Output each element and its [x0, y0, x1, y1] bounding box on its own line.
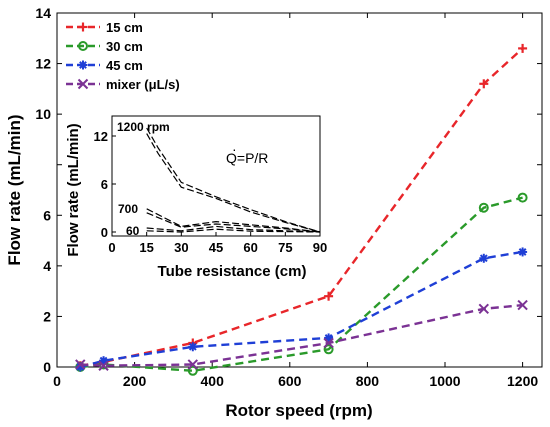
marker-star: [479, 254, 488, 263]
marker-star: [518, 248, 527, 256]
inset-x-ticks: 0 15 30 45 60 75 90: [108, 232, 327, 255]
inset-y-axis-label: Flow rate (mL/min): [65, 123, 82, 256]
inset-curve-2: [146, 133, 321, 233]
y-tick-label: 10: [35, 106, 51, 122]
inset-annotation-1200: 1200 rpm: [117, 120, 170, 134]
marker-x: [98, 360, 109, 371]
y-tick-label: 0: [43, 359, 51, 375]
inset-x-tick-label: 75: [278, 240, 292, 255]
inset-y-tick-label: 12: [94, 129, 108, 144]
inset-y-tick-label: 0: [101, 225, 108, 240]
legend-item: 15 cm: [66, 20, 143, 35]
marker-x: [517, 299, 528, 311]
marker-x: [323, 337, 334, 349]
inset-curve-4: [146, 212, 321, 233]
marker-circle: [323, 344, 334, 355]
series-group: [75, 43, 528, 376]
x-tick-label: 800: [356, 373, 380, 389]
marker-star: [188, 342, 197, 351]
y-tick-label: 6: [43, 207, 51, 223]
y-axis-label: Flow rate (mL/min): [5, 114, 24, 265]
legend-item: 30 cm: [66, 39, 143, 54]
legend-item: 45 cm: [66, 58, 143, 73]
inset-annotation-60: 60: [126, 224, 140, 238]
x-tick-label: 400: [201, 373, 225, 389]
inset-y-tick-label: 6: [101, 177, 108, 192]
y-tick-label: 4: [43, 258, 51, 274]
x-tick-label: 600: [278, 373, 302, 389]
legend-item: mixer (μL/s): [66, 77, 180, 92]
marker-circle: [187, 365, 198, 376]
inset-annotation-700: 700: [118, 202, 138, 216]
inset-formula-dot: ·: [232, 141, 237, 157]
series-4: [75, 299, 528, 371]
inset-x-tick-label: 30: [174, 240, 188, 255]
marker-x: [187, 359, 199, 370]
y-tick-label: 2: [43, 308, 51, 324]
y-axis-ticks: 0 2 4 6 10 12 14: [35, 5, 542, 375]
marker-circle: [78, 41, 88, 51]
inset-curve-6: [146, 228, 321, 233]
y-tick-label: 12: [35, 56, 51, 72]
x-tick-label: 1200: [507, 373, 538, 389]
series-line: [80, 303, 523, 367]
inset-x-axis-label: Tube resistance (cm): [158, 263, 307, 280]
inset-x-tick-label: 60: [243, 240, 257, 255]
inset-x-tick-label: 45: [209, 240, 223, 255]
marker-circle: [478, 202, 489, 213]
marker-x: [75, 359, 86, 370]
legend-label: 30 cm: [106, 39, 143, 54]
x-tick-label: 0: [53, 373, 61, 389]
inset-curve-3: [146, 208, 321, 233]
marker-x: [478, 303, 490, 315]
marker-circle: [517, 192, 528, 203]
x-tick-label: 1000: [429, 373, 460, 389]
legend: 15 cm 30 cm 45 cm mixer (μL/s): [66, 20, 180, 92]
x-tick-label: 200: [123, 373, 147, 389]
inset-x-tick-label: 0: [108, 240, 115, 255]
inset-x-tick-label: 15: [139, 240, 153, 255]
inset-curves: [146, 127, 321, 233]
inset-x-tick-label: 90: [313, 240, 327, 255]
legend-label: 15 cm: [106, 20, 143, 35]
inset-curve-5: [146, 225, 321, 233]
x-axis-label: Rotor speed (rpm): [225, 401, 372, 420]
inset-formula: Q=P/R: [226, 150, 268, 166]
plot-frame: [56, 12, 543, 368]
marker-x: [77, 78, 89, 90]
marker-star: [79, 61, 87, 69]
x-axis-ticks: 0 200 400 600 800 1000 1200: [53, 13, 538, 389]
legend-label: mixer (μL/s): [106, 77, 180, 92]
legend-label: 45 cm: [106, 58, 143, 73]
inset-chart: 0 6 12 0 15 30 45 60 75 90 1200 rpm 700 60 · Q=P…: [65, 115, 327, 280]
inset-y-ticks: 0 6 12: [94, 129, 116, 240]
y-tick-label: 14: [35, 5, 51, 21]
inset-curve-1: [146, 127, 321, 233]
inset-background: [111, 115, 321, 237]
